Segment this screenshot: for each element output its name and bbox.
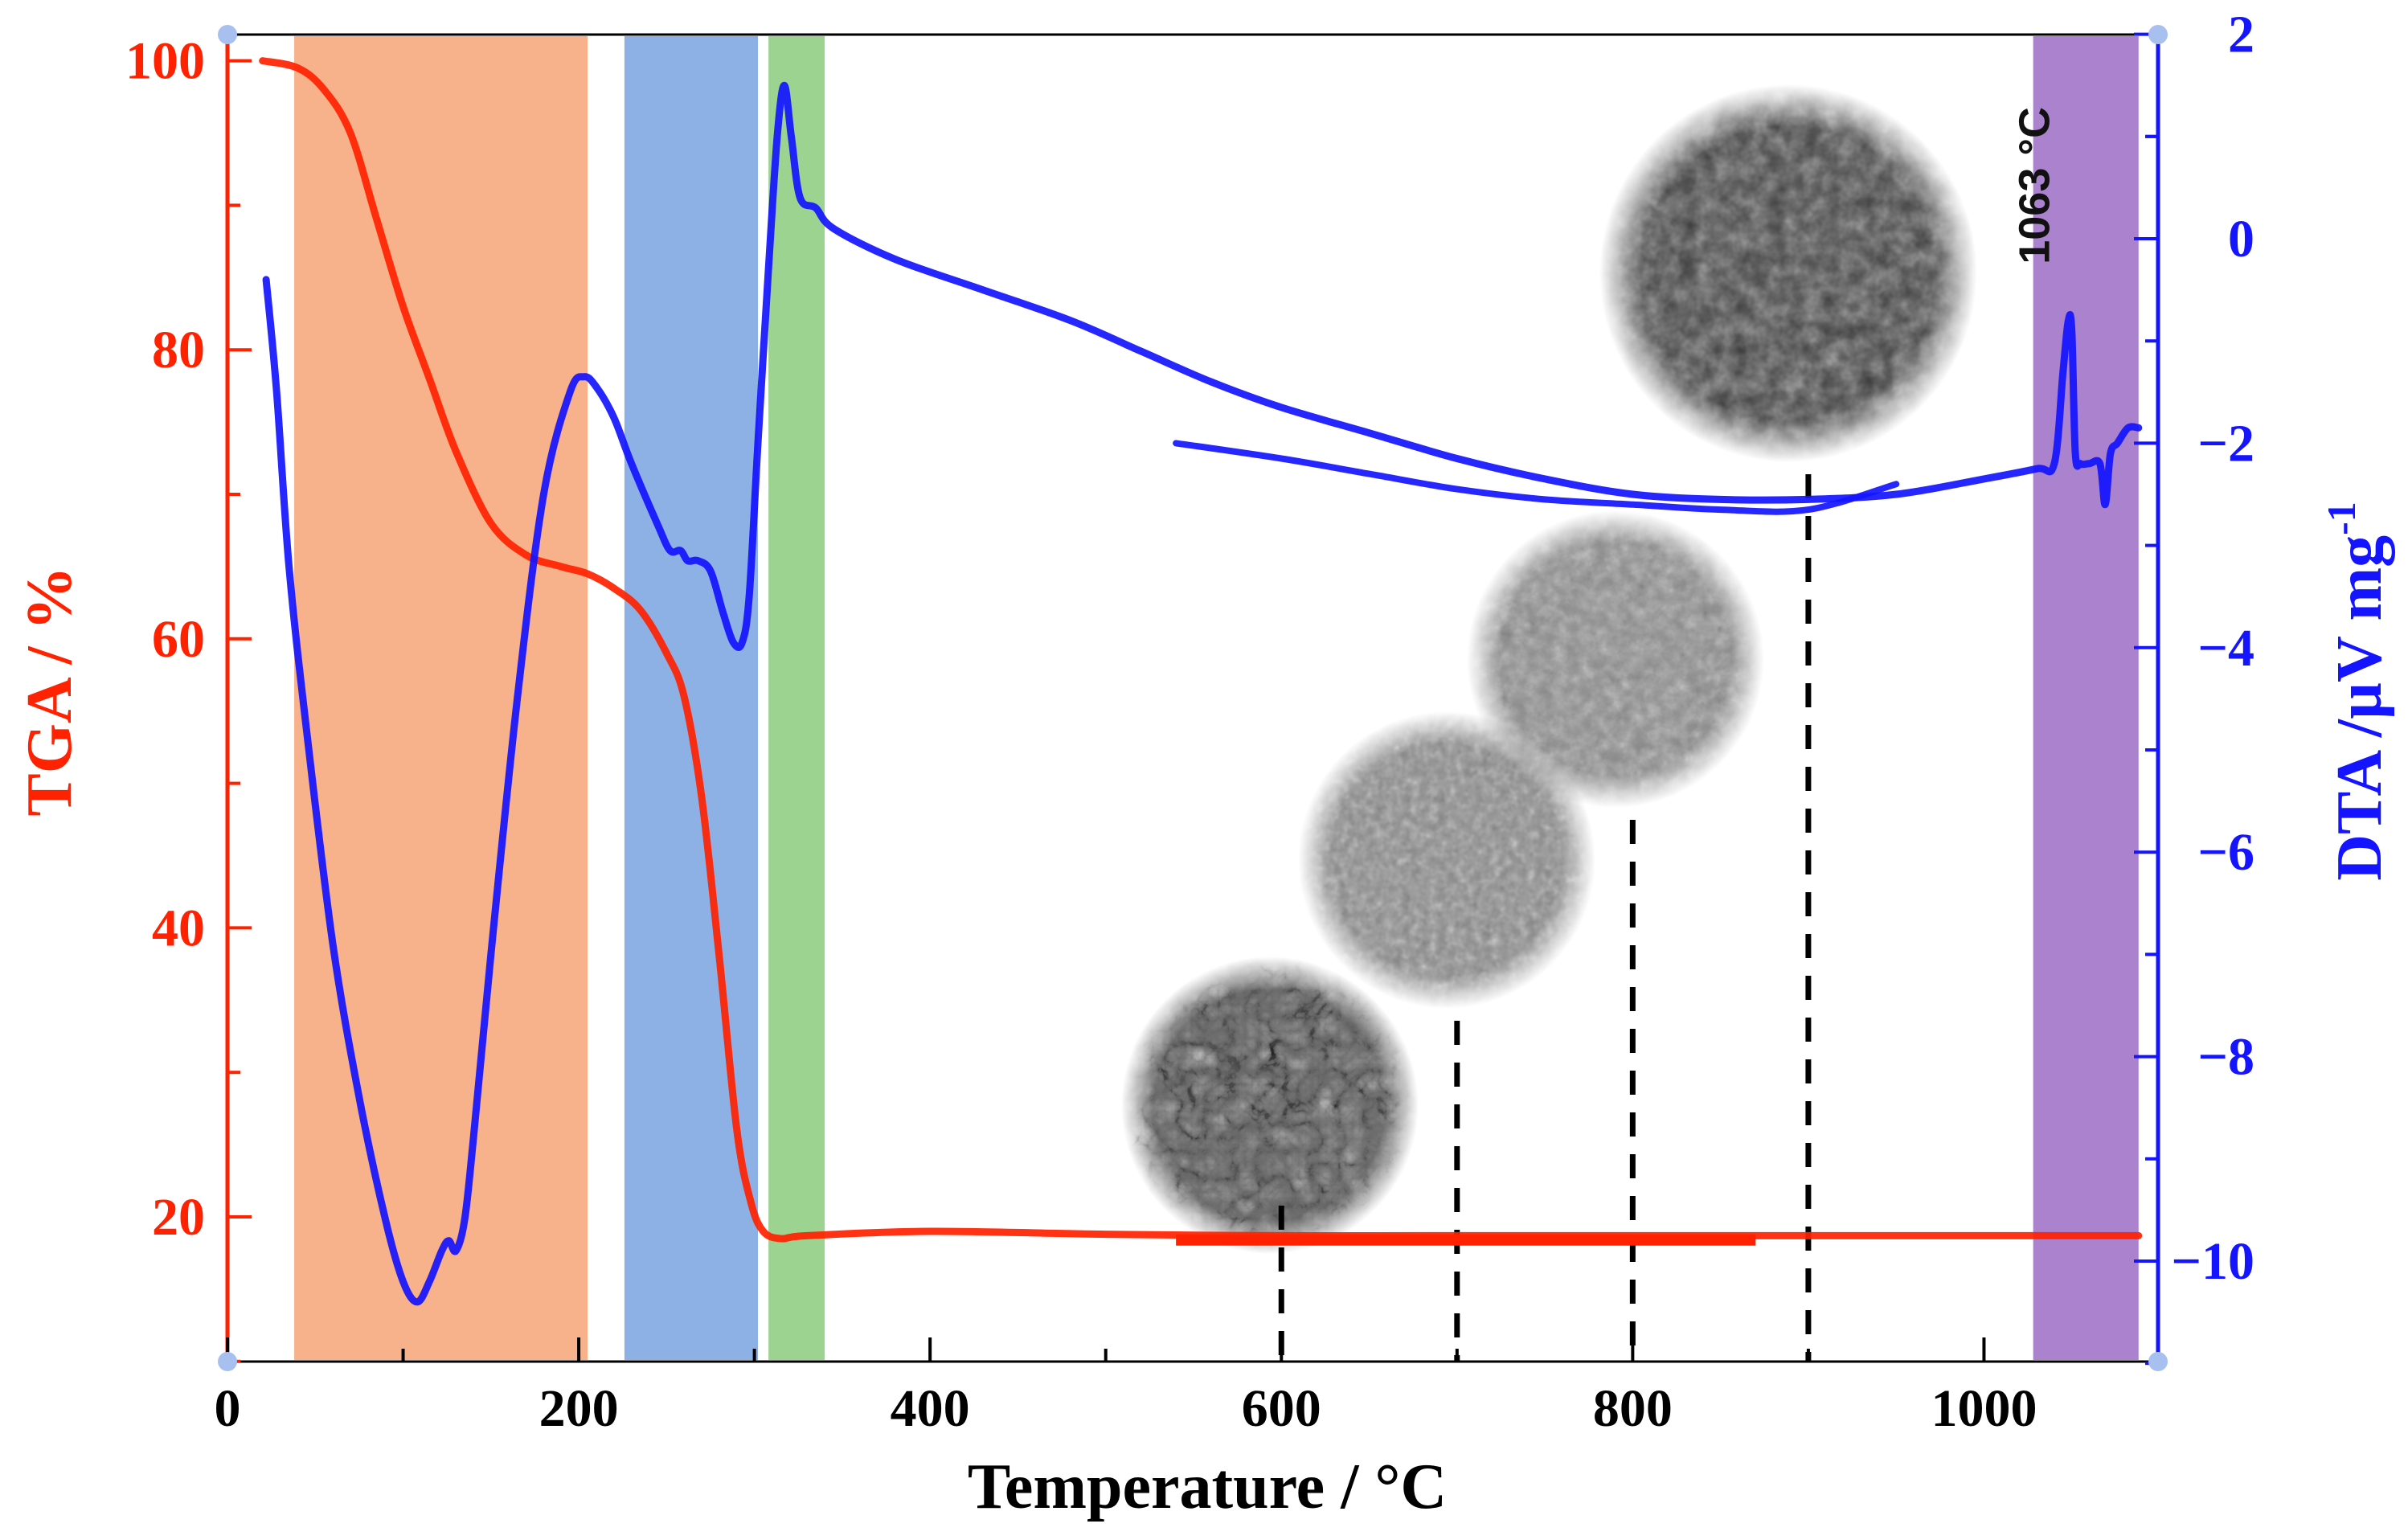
band-stage-4: [2033, 36, 2139, 1360]
right-axis-title-main: DTA /µV mg: [2324, 535, 2395, 881]
left-tick-label: 100: [125, 32, 205, 91]
right-tick-label: −2: [2197, 414, 2254, 473]
corner-dot: [2148, 1352, 2168, 1371]
right-tick-label: 2: [2228, 6, 2254, 64]
sem-image-texture: [1467, 510, 1764, 808]
left-axis-title: TGA / %: [14, 566, 85, 816]
sem-image-4: [1599, 84, 1977, 462]
data-series: [259, 57, 2143, 1306]
corner-dot: [218, 25, 237, 44]
left-tick-label: 40: [152, 899, 205, 957]
left-tick-label: 20: [152, 1188, 205, 1247]
x-axis-title: Temperature / °C: [968, 1452, 1447, 1522]
right-tick-label: −10: [2171, 1232, 2254, 1291]
sem-micrograph-insets: [1121, 84, 1977, 1254]
temperature-bands: [294, 36, 2139, 1360]
x-axis-ticks: 0 200 400 600 800 1000: [215, 25, 2168, 1438]
band-stage-1: [294, 36, 588, 1360]
right-axis-title-superscript: -1: [2319, 502, 2364, 535]
series-dta: [262, 81, 2143, 1306]
temperature-markers: [1278, 474, 1812, 1362]
sem-image-3: [1467, 510, 1764, 808]
x-tick-label: 600: [1242, 1379, 1321, 1438]
left-tick-label: 60: [152, 610, 205, 669]
x-tick-label: 400: [891, 1379, 970, 1438]
x-tick-label: 800: [1593, 1379, 1673, 1438]
corner-dot: [2148, 25, 2168, 44]
series-dta-cooling: [1173, 440, 1900, 515]
right-tick-label: −6: [2197, 823, 2254, 882]
left-tick-label: 80: [152, 321, 205, 379]
right-tick-label: −8: [2197, 1028, 2254, 1087]
right-axis-title: DTA /µV mg-1: [2319, 502, 2395, 881]
x-tick-label: 200: [539, 1379, 619, 1438]
right-axis-ticks: −10 −8 −6 −4 −2 0 2: [2134, 6, 2254, 1366]
x-tick-label: 1000: [1931, 1379, 2037, 1438]
annotation-peak-1063: 1063 °C: [2011, 107, 2059, 264]
x-tick-label: 0: [215, 1379, 241, 1438]
right-tick-label: 0: [2228, 210, 2254, 268]
sem-image-texture: [1599, 84, 1977, 462]
left-axis-ticks: 20 40 60 80 100: [125, 32, 252, 1363]
sem-image-1: [1121, 956, 1419, 1254]
corner-dot: [218, 1352, 237, 1371]
band-stage-3: [768, 36, 825, 1360]
annotations: 1063 °C: [2011, 107, 2059, 264]
right-tick-label: −4: [2197, 619, 2254, 678]
